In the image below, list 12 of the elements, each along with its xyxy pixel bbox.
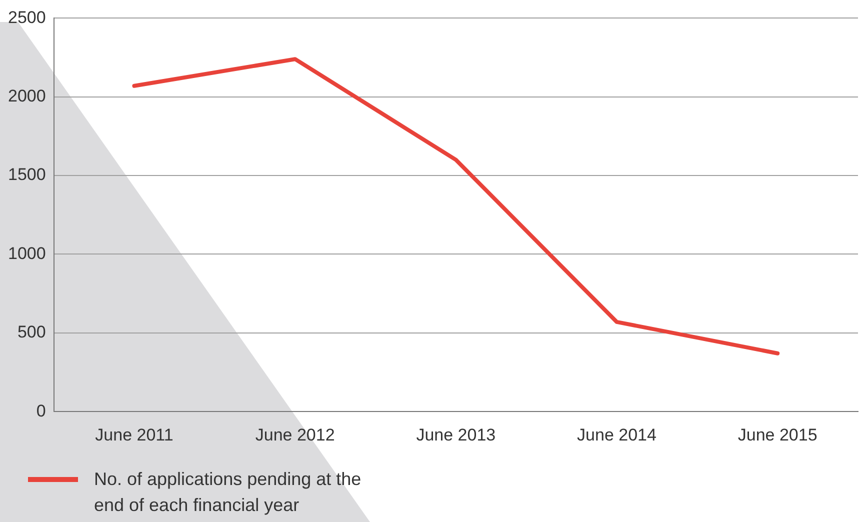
- y-tick-label: 2500: [8, 8, 46, 27]
- y-tick-label: 2000: [8, 86, 46, 106]
- x-tick-label: June 2011: [95, 425, 174, 444]
- y-tick-label: 0: [36, 401, 46, 420]
- y-tick-label: 1500: [8, 165, 46, 184]
- x-tick-label: June 2014: [577, 425, 656, 444]
- legend-label: No. of applications pending at the end of each financial year: [94, 468, 362, 517]
- y-tick-label: 500: [17, 322, 46, 342]
- y-tick-label: 1000: [8, 244, 46, 263]
- x-tick-label: June 2015: [738, 425, 818, 444]
- x-tick-label: June 2013: [416, 425, 496, 444]
- x-tick-label: June 2012: [255, 425, 335, 444]
